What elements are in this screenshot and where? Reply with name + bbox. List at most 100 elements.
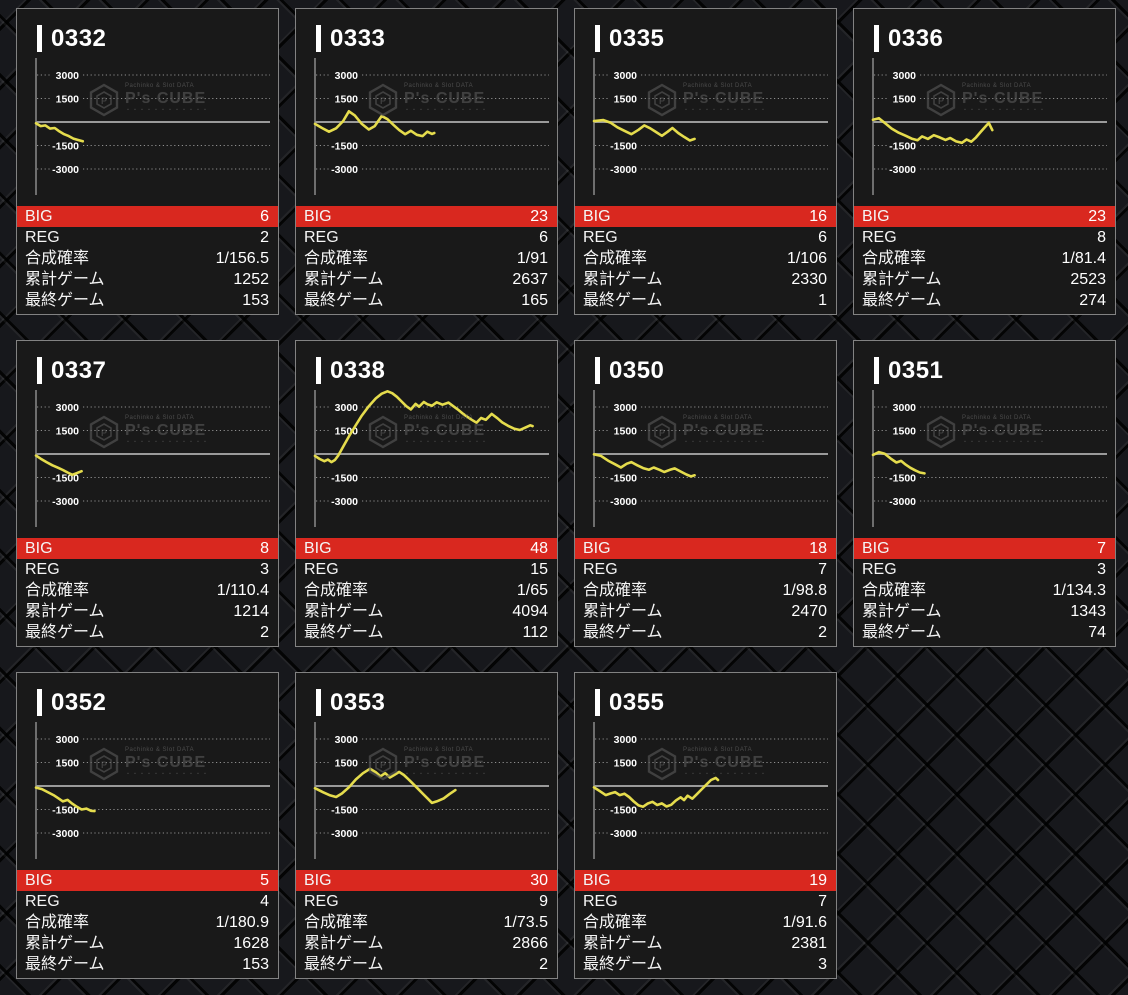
stat-label-big: BIG xyxy=(25,208,53,225)
title-tick-bar xyxy=(37,357,42,384)
stat-value-reg: 3 xyxy=(1097,561,1106,578)
stat-row-reg: REG 15 xyxy=(296,559,557,580)
stat-row-big: BIG 23 xyxy=(296,206,557,227)
stat-value-reg: 9 xyxy=(539,893,548,910)
stat-label-reg: REG xyxy=(862,561,897,578)
stat-value-total-games: 2523 xyxy=(1070,271,1106,288)
slump-graph-svg: 3000 1500 -1500 -3000 xyxy=(34,722,270,859)
machine-header: 0355 xyxy=(575,673,836,719)
svg-text:1500: 1500 xyxy=(335,757,359,769)
stat-row-total-games: 累計ゲーム 2637 xyxy=(296,269,557,290)
machine-header: 0352 xyxy=(17,673,278,719)
svg-text:-1500: -1500 xyxy=(889,140,916,152)
machine-card[interactable]: 0332 3000 1500 -1500 -3000 P Pachinko & Slo… xyxy=(16,8,279,315)
stat-row-reg: REG 6 xyxy=(575,227,836,248)
stat-label-last-game: 最終ゲーム xyxy=(862,624,942,641)
machine-card[interactable]: 0351 3000 1500 -1500 -3000 P Pachinko & Slo… xyxy=(853,340,1116,647)
stat-value-total-games: 4094 xyxy=(512,603,548,620)
svg-text:-3000: -3000 xyxy=(889,164,916,176)
stat-row-reg: REG 7 xyxy=(575,559,836,580)
machine-card[interactable]: 0352 3000 1500 -1500 -3000 P Pachinko & Slo… xyxy=(16,672,279,979)
stat-value-big: 18 xyxy=(809,540,827,557)
slump-graph: 3000 1500 -1500 -3000 P Pachinko & Slot DAT… xyxy=(17,719,278,865)
stat-value-big: 48 xyxy=(530,540,548,557)
stat-row-combined-rate: 合成確率 1/110.4 xyxy=(17,580,278,601)
slump-graph: 3000 1500 -1500 -3000 P Pachinko & Slot DAT… xyxy=(854,387,1115,533)
stat-row-last-game: 最終ゲーム 2 xyxy=(17,622,278,643)
machine-header: 0333 xyxy=(296,9,557,55)
machine-card[interactable]: 0350 3000 1500 -1500 -3000 P Pachinko & Slo… xyxy=(574,340,837,647)
stats-table: BIG 30 REG 9 合成確率 1/73.5 累計ゲーム 2866 最終ゲー… xyxy=(296,870,557,975)
stat-value-big: 23 xyxy=(530,208,548,225)
machine-header: 0351 xyxy=(854,341,1115,387)
machine-card[interactable]: 0338 3000 1500 -1500 -3000 P Pachinko & Slo… xyxy=(295,340,558,647)
stat-value-combined-rate: 1/98.8 xyxy=(782,582,827,599)
svg-text:3000: 3000 xyxy=(614,70,638,82)
stat-value-total-games: 2866 xyxy=(512,935,548,952)
slump-graph: 3000 1500 -1500 -3000 P Pachinko & Slot DAT… xyxy=(575,55,836,201)
stat-row-big: BIG 30 xyxy=(296,870,557,891)
stat-row-reg: REG 6 xyxy=(296,227,557,248)
stat-value-last-game: 165 xyxy=(521,292,548,309)
stats-table: BIG 48 REG 15 合成確率 1/65 累計ゲーム 4094 最終ゲーム… xyxy=(296,538,557,643)
slump-graph: 3000 1500 -1500 -3000 P Pachinko & Slot DAT… xyxy=(296,719,557,865)
slump-graph-svg: 3000 1500 -1500 -3000 xyxy=(592,390,828,527)
machine-card[interactable]: 0337 3000 1500 -1500 -3000 P Pachinko & Slo… xyxy=(16,340,279,647)
machine-card[interactable]: 0333 3000 1500 -1500 -3000 P Pachinko & Slo… xyxy=(295,8,558,315)
stat-value-reg: 15 xyxy=(530,561,548,578)
svg-text:3000: 3000 xyxy=(56,70,80,82)
slump-graph-svg: 3000 1500 -1500 -3000 xyxy=(871,390,1107,527)
stat-row-total-games: 累計ゲーム 1252 xyxy=(17,269,278,290)
stat-row-big: BIG 19 xyxy=(575,870,836,891)
svg-text:3000: 3000 xyxy=(614,734,638,746)
stat-value-combined-rate: 1/73.5 xyxy=(503,914,548,931)
stat-row-total-games: 累計ゲーム 1343 xyxy=(854,601,1115,622)
stat-row-last-game: 最終ゲーム 274 xyxy=(854,290,1115,311)
stat-value-reg: 2 xyxy=(260,229,269,246)
svg-text:-3000: -3000 xyxy=(331,828,358,840)
stat-row-total-games: 累計ゲーム 1628 xyxy=(17,933,278,954)
stat-label-reg: REG xyxy=(304,561,339,578)
stat-value-big: 30 xyxy=(530,872,548,889)
machine-card[interactable]: 0336 3000 1500 -1500 -3000 P Pachinko & Slo… xyxy=(853,8,1116,315)
slump-graph-svg: 3000 1500 -1500 -3000 xyxy=(34,58,270,195)
stat-label-big: BIG xyxy=(583,540,611,557)
stat-row-reg: REG 9 xyxy=(296,891,557,912)
stat-row-combined-rate: 合成確率 1/134.3 xyxy=(854,580,1115,601)
stat-row-combined-rate: 合成確率 1/81.4 xyxy=(854,248,1115,269)
stat-label-combined-rate: 合成確率 xyxy=(583,582,648,599)
stat-row-big: BIG 23 xyxy=(854,206,1115,227)
title-tick-bar xyxy=(37,25,42,52)
stat-row-reg: REG 3 xyxy=(17,559,278,580)
stat-value-total-games: 2381 xyxy=(791,935,827,952)
stat-label-big: BIG xyxy=(304,208,332,225)
stat-label-combined-rate: 合成確率 xyxy=(304,582,369,599)
stat-value-big: 23 xyxy=(1088,208,1106,225)
machine-card[interactable]: 0355 3000 1500 -1500 -3000 P Pachinko & Slo… xyxy=(574,672,837,979)
stat-value-last-game: 1 xyxy=(818,292,827,309)
svg-text:3000: 3000 xyxy=(335,70,359,82)
svg-text:-1500: -1500 xyxy=(610,804,637,816)
machine-card[interactable]: 0335 3000 1500 -1500 -3000 P Pachinko & Slo… xyxy=(574,8,837,315)
stat-row-reg: REG 3 xyxy=(854,559,1115,580)
stat-row-total-games: 累計ゲーム 2330 xyxy=(575,269,836,290)
stat-label-big: BIG xyxy=(25,540,53,557)
stat-label-combined-rate: 合成確率 xyxy=(862,582,927,599)
machine-number: 0335 xyxy=(609,24,665,52)
slump-graph-svg: 3000 1500 -1500 -3000 xyxy=(313,58,549,195)
machine-card[interactable]: 0353 3000 1500 -1500 -3000 P Pachinko & Slo… xyxy=(295,672,558,979)
stat-row-combined-rate: 合成確率 1/156.5 xyxy=(17,248,278,269)
machine-header: 0338 xyxy=(296,341,557,387)
stat-label-total-games: 累計ゲーム xyxy=(25,935,105,952)
slump-graph-svg: 3000 1500 -1500 -3000 xyxy=(313,722,549,859)
machine-header: 0350 xyxy=(575,341,836,387)
stat-value-combined-rate: 1/81.4 xyxy=(1061,250,1106,267)
svg-text:1500: 1500 xyxy=(56,93,80,105)
stat-row-total-games: 累計ゲーム 2523 xyxy=(854,269,1115,290)
slump-graph: 3000 1500 -1500 -3000 P Pachinko & Slot DAT… xyxy=(575,387,836,533)
machine-header: 0337 xyxy=(17,341,278,387)
stat-row-last-game: 最終ゲーム 165 xyxy=(296,290,557,311)
stat-value-reg: 8 xyxy=(1097,229,1106,246)
stat-value-combined-rate: 1/156.5 xyxy=(215,250,269,267)
